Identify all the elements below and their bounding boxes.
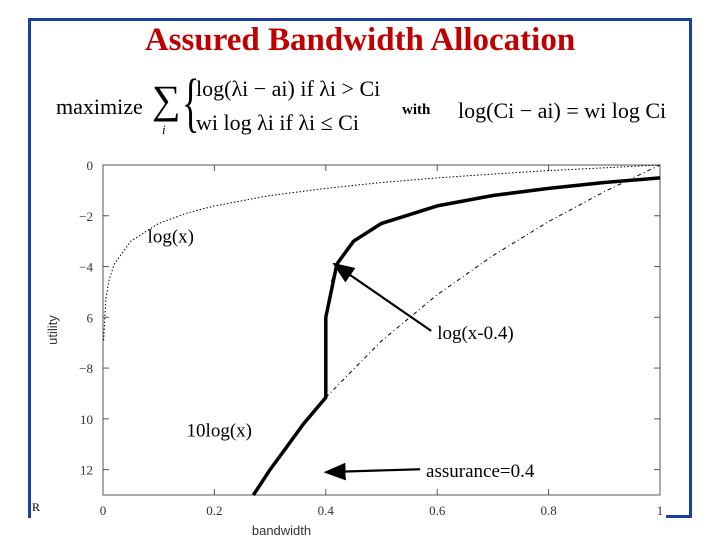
y-tick-label: −4 — [79, 260, 93, 275]
y-tick-label: 6 — [87, 310, 94, 325]
frame-top-border — [28, 18, 692, 21]
x-axis-label: bandwidth — [252, 523, 311, 538]
annotation-group: log(x) log(x-0.4) 10log(x) assurance=0.4 — [148, 226, 535, 482]
y-tick-label: 10 — [80, 412, 93, 427]
y-tick-label: −2 — [79, 209, 93, 224]
annotation-label: log(x-0.4) — [437, 323, 514, 344]
x-tick-label: 0.2 — [206, 503, 222, 518]
y-axis-label: utility — [45, 315, 60, 345]
frame-right-border — [689, 18, 692, 518]
formula-maximize: maximize — [56, 94, 143, 119]
frame-left-border — [28, 18, 31, 518]
sum-symbol: ∑ — [152, 77, 181, 122]
y-tick-label: −8 — [79, 361, 93, 376]
sum-index: i — [162, 122, 166, 137]
slide-title: Assured Bandwidth Allocation — [144, 22, 576, 58]
cases-brace: { — [182, 66, 200, 139]
corner-text: R — [32, 500, 41, 514]
formula-case-1: log(λi − ai) if λi > Ci — [196, 76, 381, 101]
x-tick-label: 0.8 — [540, 503, 556, 518]
series-line-assured-utility — [251, 176, 661, 496]
series-line-log-x- — [103, 164, 661, 341]
x-tick-label: 0.6 — [429, 503, 446, 518]
formula-with: with — [402, 102, 431, 118]
formula-relation: log(Ci − ai) = wi log Ci — [458, 98, 667, 123]
y-tick-label: 0 — [87, 158, 94, 173]
annotation-arrow — [332, 262, 432, 332]
annotation-arrow — [323, 462, 421, 481]
frame-bottom-border — [666, 515, 692, 518]
annotation-label: 10log(x) — [187, 421, 252, 442]
x-tick-label: 0.4 — [318, 503, 335, 518]
annotation-label: assurance=0.4 — [426, 461, 535, 482]
objective-formula: maximize ∑ i { log(λi − ai) if λi > Ci w… — [50, 66, 690, 152]
series-group — [103, 164, 661, 496]
plot-frame — [102, 164, 661, 496]
x-tick-label: 1 — [657, 503, 664, 518]
x-tick-label: 0 — [100, 503, 107, 518]
formula-case-2: wi log λi if λi ≤ Ci — [196, 110, 359, 135]
annotation-label: log(x) — [148, 226, 194, 247]
y-tick-label: 12 — [80, 463, 93, 478]
series-line-10log-x- — [325, 164, 661, 398]
